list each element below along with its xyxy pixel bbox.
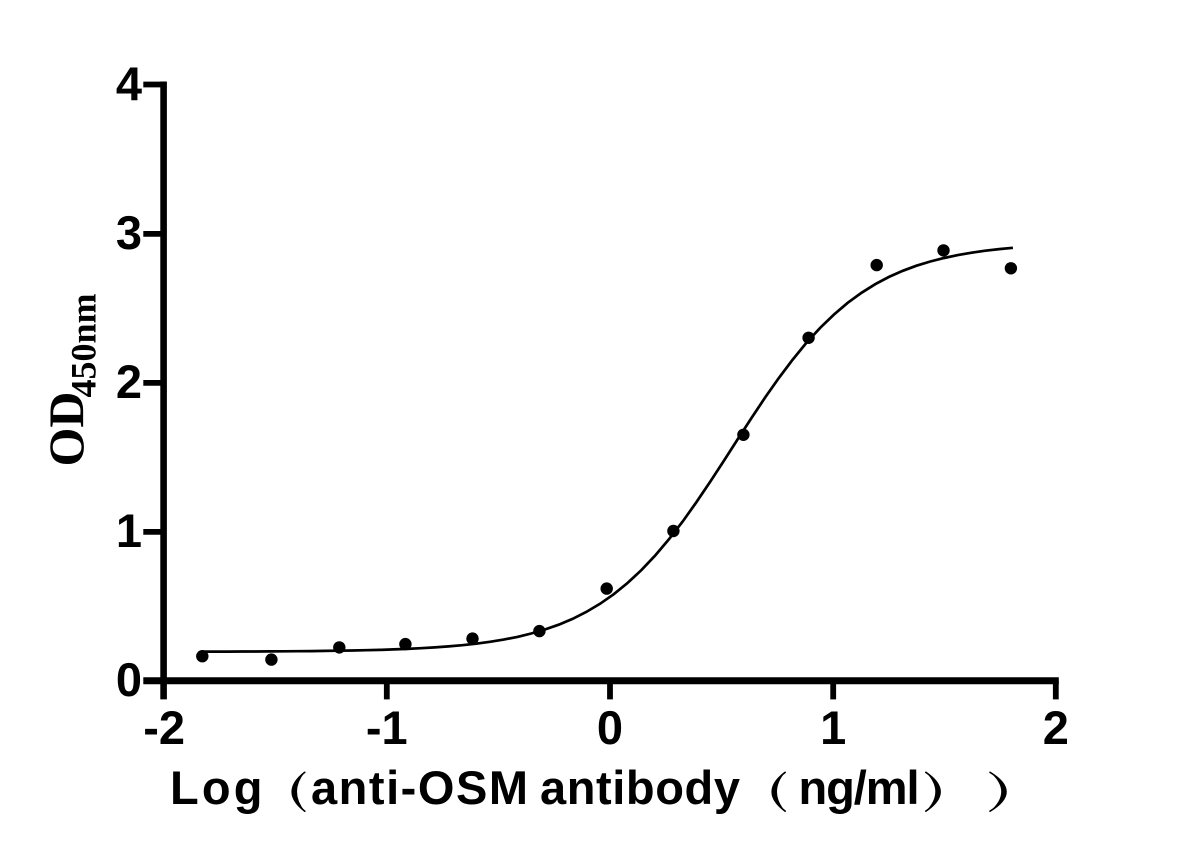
- svg-text:2: 2: [1043, 701, 1069, 754]
- svg-text:1: 1: [820, 701, 846, 754]
- svg-text:-1: -1: [366, 701, 408, 754]
- svg-text:0: 0: [597, 701, 623, 754]
- svg-text:0: 0: [116, 653, 142, 706]
- svg-text:4: 4: [116, 57, 142, 110]
- svg-text:2: 2: [116, 355, 142, 408]
- svg-text:Log: Log: [170, 761, 263, 814]
- svg-text:-2: -2: [143, 701, 185, 754]
- svg-text:anti-OSM: anti-OSM: [311, 761, 528, 814]
- svg-text:1: 1: [116, 504, 142, 557]
- svg-text:OD450nm: OD450nm: [38, 293, 104, 466]
- svg-text:3: 3: [116, 206, 142, 259]
- svg-text:ng/ml: ng/ml: [799, 761, 920, 814]
- svg-text:antibody: antibody: [540, 761, 740, 814]
